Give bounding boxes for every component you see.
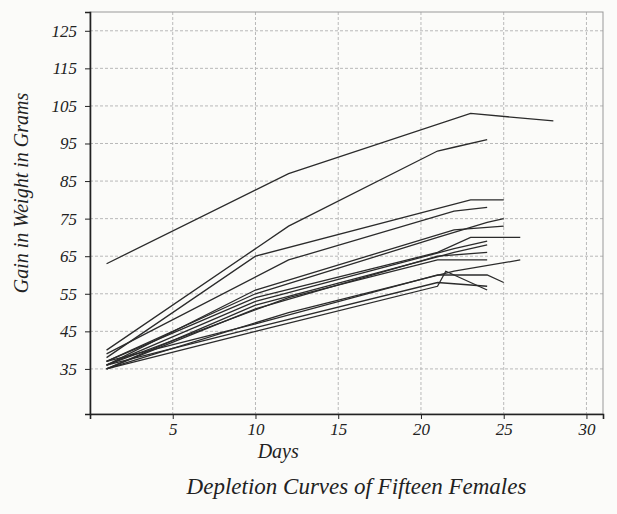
tick-label: 85	[60, 172, 77, 191]
tick: 85	[60, 172, 90, 191]
x-axis-title: Days	[257, 440, 299, 463]
grid-line	[90, 30, 603, 31]
tick-mark	[255, 414, 256, 419]
tick-mark	[85, 181, 90, 182]
tick-label: 25	[496, 420, 513, 439]
tick-mark	[85, 219, 90, 220]
tick: 125	[52, 22, 91, 41]
tick-label: 35	[59, 360, 77, 379]
plot-frame	[90, 12, 603, 414]
series-line	[107, 245, 488, 369]
series-line	[107, 271, 488, 369]
tick-mark	[338, 414, 339, 419]
y-axis-title: Gain in Weight in Grams	[10, 93, 33, 294]
grid-line	[90, 68, 603, 69]
tick-label: 95	[60, 134, 77, 153]
series-line	[107, 260, 521, 369]
grid-line	[90, 331, 603, 332]
tick: 15	[330, 414, 347, 439]
axis-line	[91, 415, 604, 420]
grid-line	[90, 181, 603, 182]
tick-mark	[85, 68, 90, 69]
tick: 25	[496, 414, 513, 439]
tick-label: 55	[60, 285, 77, 304]
tick-mark	[85, 31, 90, 32]
grid-line	[338, 12, 339, 414]
chart: 5 10 15 20 25 30 35 45 55 65 75 85 95 105 115 125 Days Ga…	[0, 0, 617, 514]
tick: 5	[169, 414, 178, 439]
grid-line	[172, 12, 173, 414]
tick-mark	[85, 369, 90, 370]
tick-label: 30	[577, 420, 596, 439]
tick-label: 20	[413, 420, 431, 439]
title: Depletion Curves of Fifteen Females	[186, 474, 527, 499]
tick: 115	[53, 59, 90, 78]
grid-line	[503, 12, 504, 414]
grid-line	[90, 105, 603, 106]
x-axis: 5 10 15 20 25 30	[91, 414, 604, 439]
tick: 45	[60, 322, 90, 341]
grid	[90, 12, 603, 414]
tick: 105	[52, 97, 91, 116]
tick: 10	[247, 414, 265, 439]
grid-line	[90, 368, 603, 369]
tick-label: 45	[60, 322, 77, 341]
tick: 75	[60, 210, 90, 229]
tick-label: 115	[53, 59, 77, 78]
grid-line	[255, 12, 256, 414]
tick: 35	[59, 360, 90, 379]
tick-mark	[173, 414, 174, 419]
tick-mark	[586, 414, 587, 419]
grid-line	[90, 293, 603, 294]
tick-label: 75	[60, 210, 77, 229]
axis-line	[85, 13, 91, 415]
tick-label: 125	[52, 22, 78, 41]
plot: 5 10 15 20 25 30 35 45 55 65 75 85 95 105 115 125	[52, 12, 604, 439]
grid-line	[586, 12, 587, 414]
y-axis: 35 45 55 65 75 85 95 105 115 125	[52, 13, 91, 415]
tick: 65	[60, 247, 90, 266]
tick-label: 65	[60, 247, 77, 266]
tick-label: 15	[330, 420, 347, 439]
tick-mark	[85, 294, 90, 295]
series-line	[107, 275, 504, 361]
tick-mark	[85, 256, 90, 257]
grid-line	[90, 143, 603, 144]
lines	[107, 113, 554, 368]
tick: 20	[413, 414, 431, 439]
tick-mark	[85, 106, 90, 107]
tick-mark	[85, 143, 90, 144]
tick: 55	[60, 285, 90, 304]
tick-label: 5	[169, 420, 178, 439]
grid-line	[90, 256, 603, 257]
tick-label: 10	[247, 420, 265, 439]
tick-label: 105	[52, 97, 78, 116]
series-line	[107, 283, 488, 366]
tick: 95	[60, 134, 90, 153]
tick-mark	[421, 414, 422, 419]
tick-mark	[85, 331, 90, 332]
tick-mark	[504, 414, 505, 419]
grid-line	[90, 218, 603, 219]
tick: 30	[577, 414, 596, 439]
